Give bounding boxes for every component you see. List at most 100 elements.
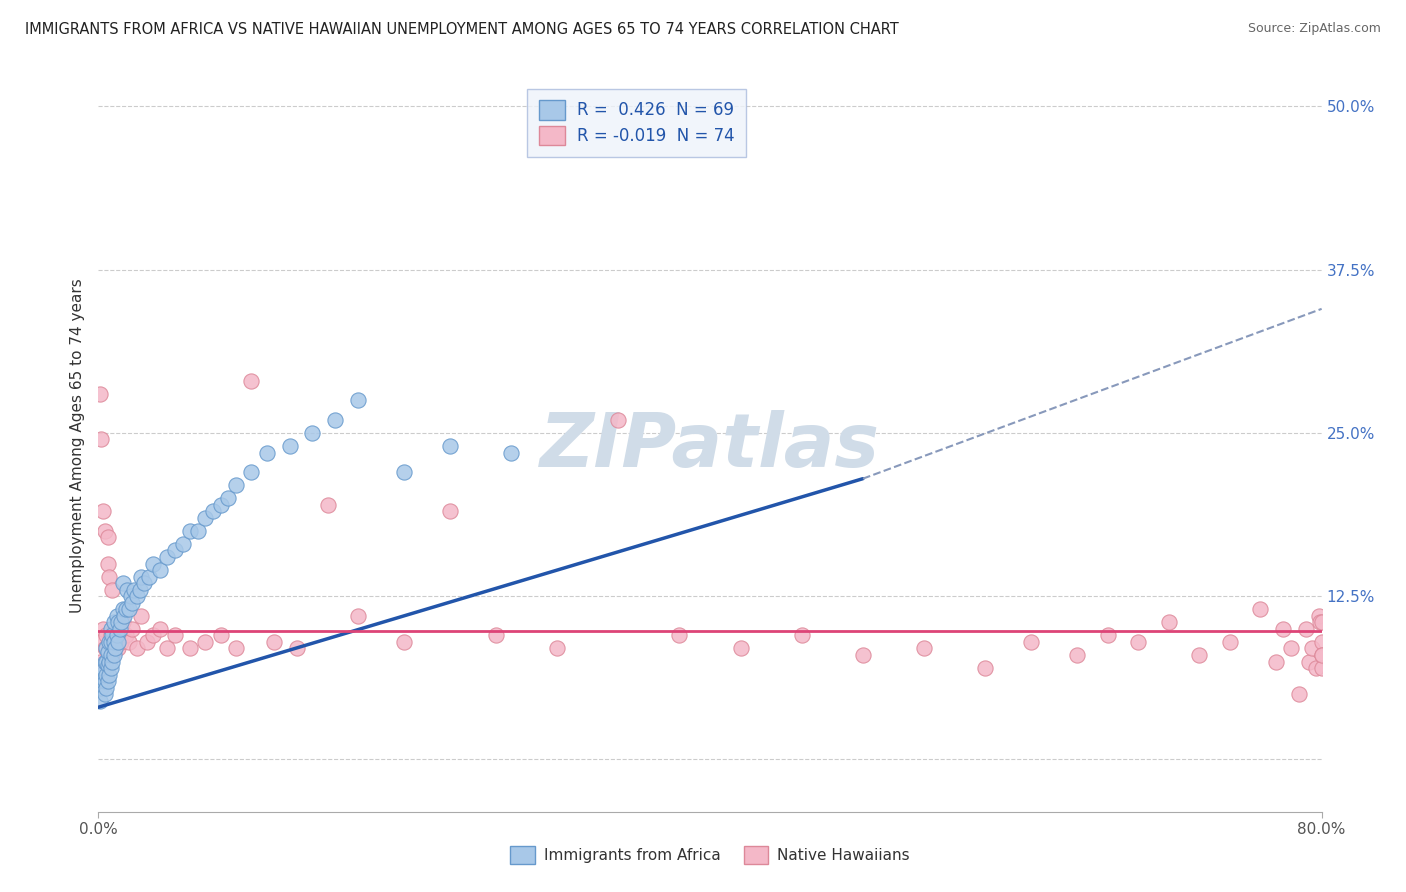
- Point: [111, 602, 134, 616]
- Point: [501, 445, 523, 459]
- Point: [111, 576, 134, 591]
- Point: [128, 582, 150, 597]
- Point: [1288, 687, 1310, 701]
- Point: [89, 386, 111, 401]
- Point: [316, 498, 339, 512]
- Point: [91, 674, 114, 689]
- Point: [90, 433, 112, 447]
- Point: [138, 569, 160, 583]
- Point: [105, 608, 128, 623]
- Point: [108, 622, 131, 636]
- Text: ZIPatlas: ZIPatlas: [540, 409, 880, 483]
- Point: [136, 635, 159, 649]
- Point: [256, 445, 278, 459]
- Point: [607, 413, 630, 427]
- Point: [156, 641, 179, 656]
- Point: [1279, 641, 1302, 656]
- Point: [105, 628, 128, 642]
- Point: [107, 641, 129, 656]
- Point: [129, 569, 152, 583]
- Point: [1066, 648, 1088, 662]
- Point: [301, 425, 323, 440]
- Point: [103, 615, 125, 630]
- Point: [285, 641, 308, 656]
- Point: [97, 645, 120, 659]
- Point: [94, 628, 117, 642]
- Point: [1305, 661, 1327, 675]
- Text: IMMIGRANTS FROM AFRICA VS NATIVE HAWAIIAN UNEMPLOYMENT AMONG AGES 65 TO 74 YEARS: IMMIGRANTS FROM AFRICA VS NATIVE HAWAIIA…: [25, 22, 898, 37]
- Point: [89, 694, 111, 708]
- Point: [118, 602, 141, 616]
- Point: [129, 608, 152, 623]
- Point: [546, 641, 568, 656]
- Point: [93, 674, 115, 689]
- Point: [392, 635, 416, 649]
- Point: [209, 628, 232, 642]
- Point: [179, 641, 201, 656]
- Point: [163, 543, 186, 558]
- Point: [90, 667, 112, 681]
- Point: [98, 635, 121, 649]
- Point: [194, 635, 217, 649]
- Point: [668, 628, 690, 642]
- Point: [93, 687, 115, 701]
- Point: [1309, 615, 1331, 630]
- Point: [142, 557, 165, 571]
- Point: [110, 635, 132, 649]
- Point: [93, 655, 115, 669]
- Point: [1301, 641, 1323, 656]
- Point: [111, 615, 134, 630]
- Point: [240, 374, 263, 388]
- Point: [100, 628, 122, 642]
- Point: [120, 589, 142, 603]
- Point: [1310, 615, 1333, 630]
- Point: [101, 655, 124, 669]
- Point: [107, 635, 129, 649]
- Y-axis label: Unemployment Among Ages 65 to 74 years: Unemployment Among Ages 65 to 74 years: [69, 278, 84, 614]
- Point: [1188, 648, 1211, 662]
- Point: [217, 491, 239, 506]
- Point: [912, 641, 935, 656]
- Point: [101, 628, 124, 642]
- Point: [163, 628, 186, 642]
- Point: [263, 635, 285, 649]
- Point: [101, 648, 124, 662]
- Point: [101, 582, 124, 597]
- Point: [94, 641, 117, 656]
- Point: [194, 511, 217, 525]
- Point: [117, 582, 139, 597]
- Point: [730, 641, 752, 656]
- Point: [118, 635, 141, 649]
- Point: [1310, 635, 1333, 649]
- Point: [115, 628, 138, 642]
- Point: [1295, 622, 1317, 636]
- Point: [1298, 655, 1320, 669]
- Point: [439, 504, 461, 518]
- Point: [172, 537, 194, 551]
- Point: [1310, 648, 1333, 662]
- Point: [103, 635, 125, 649]
- Point: [100, 622, 122, 636]
- Point: [347, 393, 370, 408]
- Point: [347, 608, 370, 623]
- Point: [1097, 628, 1119, 642]
- Point: [790, 628, 813, 642]
- Point: [105, 628, 128, 642]
- Point: [100, 661, 122, 675]
- Point: [1219, 635, 1241, 649]
- Point: [97, 530, 120, 544]
- Point: [134, 576, 156, 591]
- Point: [187, 524, 209, 538]
- Point: [1128, 635, 1150, 649]
- Point: [107, 615, 129, 630]
- Point: [90, 681, 112, 695]
- Legend: Immigrants from Africa, Native Hawaiians: Immigrants from Africa, Native Hawaiians: [505, 840, 915, 870]
- Point: [91, 622, 114, 636]
- Point: [121, 622, 143, 636]
- Point: [121, 596, 143, 610]
- Point: [1310, 661, 1333, 675]
- Point: [110, 615, 132, 630]
- Point: [89, 655, 111, 669]
- Point: [90, 635, 112, 649]
- Point: [1310, 648, 1333, 662]
